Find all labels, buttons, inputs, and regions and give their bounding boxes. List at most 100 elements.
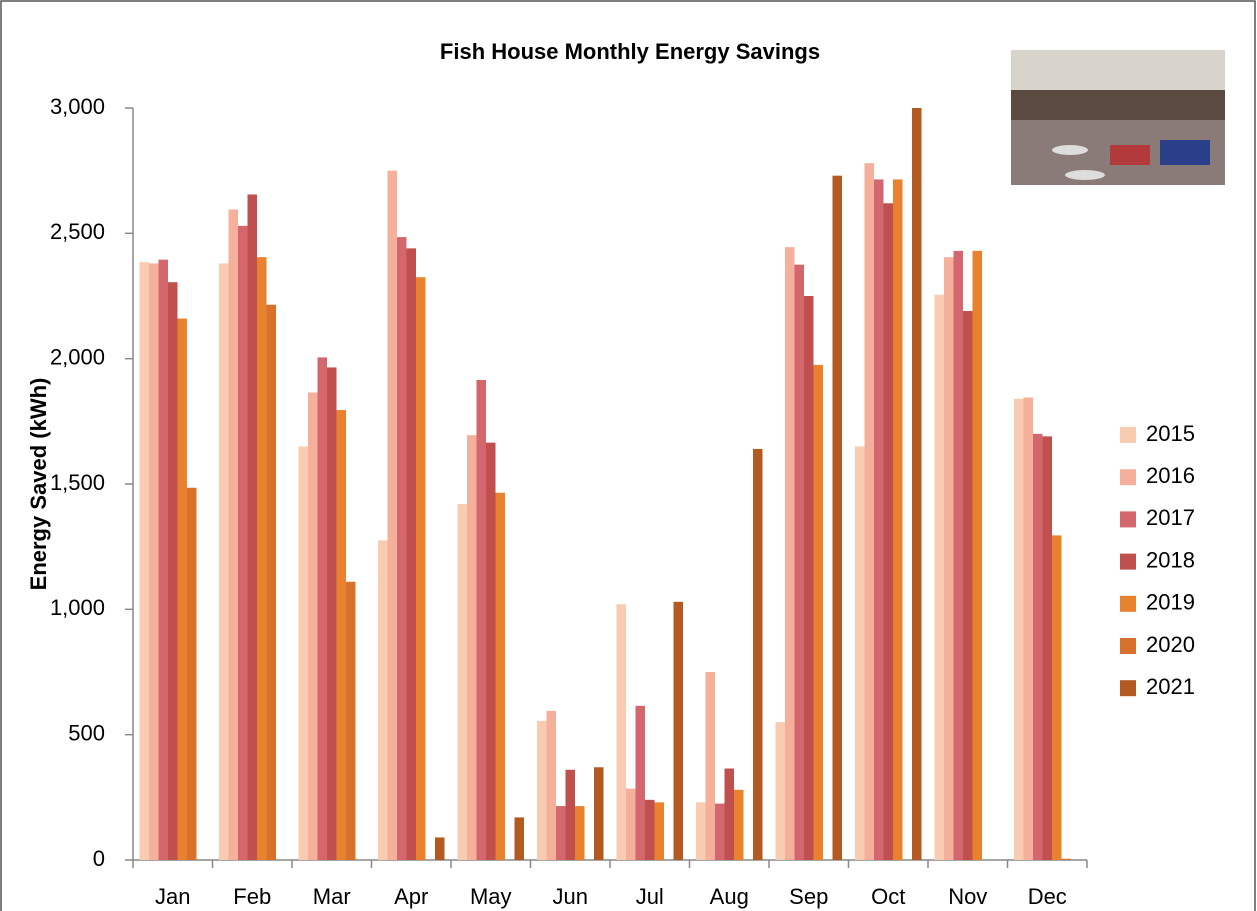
x-tick-label: Jun: [553, 884, 588, 909]
bar: [1014, 398, 1024, 860]
x-tick-label: Feb: [233, 884, 271, 909]
legend-label: 2018: [1146, 547, 1195, 572]
bar: [944, 257, 954, 860]
bar: [893, 179, 903, 860]
bar: [724, 768, 734, 860]
bar: [397, 237, 407, 861]
bar: [467, 435, 477, 860]
bar: [546, 710, 556, 860]
bar: [149, 263, 159, 860]
legend-swatch: [1120, 427, 1136, 443]
x-tick-label: Mar: [313, 884, 351, 909]
bar: [537, 720, 547, 860]
bar: [158, 259, 168, 860]
bar: [804, 296, 814, 860]
x-tick-label: Jan: [155, 884, 190, 909]
bar: [813, 364, 823, 860]
bar: [486, 442, 496, 860]
x-tick-label: Sep: [789, 884, 828, 909]
x-tick-label: Apr: [394, 884, 428, 909]
bar: [514, 817, 524, 860]
bar: [457, 504, 467, 860]
bar: [346, 581, 356, 860]
bar: [565, 769, 575, 860]
y-tick-label: 0: [93, 846, 105, 871]
bar: [177, 318, 187, 860]
y-tick-label: 2,000: [50, 344, 105, 369]
x-tick-label: Dec: [1028, 884, 1067, 909]
bar: [883, 203, 893, 861]
bar: [696, 802, 706, 860]
bar: [864, 163, 874, 860]
bar: [673, 601, 683, 860]
bar: [575, 806, 585, 860]
bar: [1042, 436, 1052, 860]
x-tick-label: Oct: [871, 884, 905, 909]
x-tick-label: Nov: [948, 884, 987, 909]
bar: [336, 410, 346, 860]
bar: [874, 179, 884, 860]
y-tick-label: 3,000: [50, 94, 105, 119]
bar: [228, 209, 238, 860]
bar: [734, 789, 744, 860]
bar: [416, 277, 426, 860]
bar: [775, 722, 785, 860]
bar: [832, 175, 842, 860]
bar: [238, 225, 248, 860]
bar: [654, 802, 664, 860]
bar: [912, 108, 922, 860]
bar: [187, 487, 197, 860]
bar: [378, 540, 388, 860]
x-tick-label: Jul: [636, 884, 664, 909]
legend-swatch: [1120, 553, 1136, 570]
bar: [1052, 535, 1062, 860]
bar: [308, 392, 318, 860]
bar: [1023, 397, 1033, 860]
bar: [406, 248, 416, 860]
bar: [556, 806, 566, 860]
bar: [1033, 433, 1043, 860]
bar: [645, 799, 655, 860]
bar: [953, 250, 963, 860]
bar: [594, 767, 604, 860]
y-tick-label: 2,500: [50, 219, 105, 244]
bar: [476, 379, 486, 860]
bar: [257, 257, 267, 860]
bar: [435, 837, 445, 860]
legend-label: 2016: [1146, 463, 1195, 488]
bar: [298, 446, 308, 860]
bar: [934, 294, 944, 860]
bar: [247, 194, 257, 861]
y-axis-label: Energy Saved (kWh): [26, 378, 51, 591]
legend-label: 2020: [1146, 632, 1195, 657]
bar: [963, 311, 973, 860]
bar: [715, 803, 725, 860]
legend-swatch: [1120, 469, 1136, 486]
bar: [785, 247, 795, 860]
legend-label: 2019: [1146, 590, 1195, 615]
bar: [495, 492, 505, 860]
legend-swatch: [1120, 638, 1136, 654]
chart-title: Fish House Monthly Energy Savings: [440, 39, 820, 64]
y-tick-label: 500: [68, 720, 105, 745]
legend-label: 2021: [1146, 674, 1195, 699]
x-tick-label: May: [470, 884, 512, 909]
bar: [266, 304, 276, 861]
bar: [705, 672, 715, 860]
photo: [1011, 50, 1225, 185]
legend-label: 2015: [1146, 421, 1195, 446]
legend-swatch: [1120, 680, 1136, 697]
bar: [219, 263, 229, 860]
bar: [626, 788, 636, 860]
y-tick-label: 1,000: [50, 595, 105, 620]
bar: [317, 357, 327, 860]
y-tick-label: 1,500: [50, 470, 105, 495]
legend-swatch: [1120, 511, 1136, 528]
bar: [855, 446, 865, 860]
bar: [139, 262, 149, 860]
legend-swatch: [1120, 595, 1136, 612]
legend-label: 2017: [1146, 505, 1195, 530]
bar: [972, 250, 982, 860]
bar: [327, 367, 337, 860]
